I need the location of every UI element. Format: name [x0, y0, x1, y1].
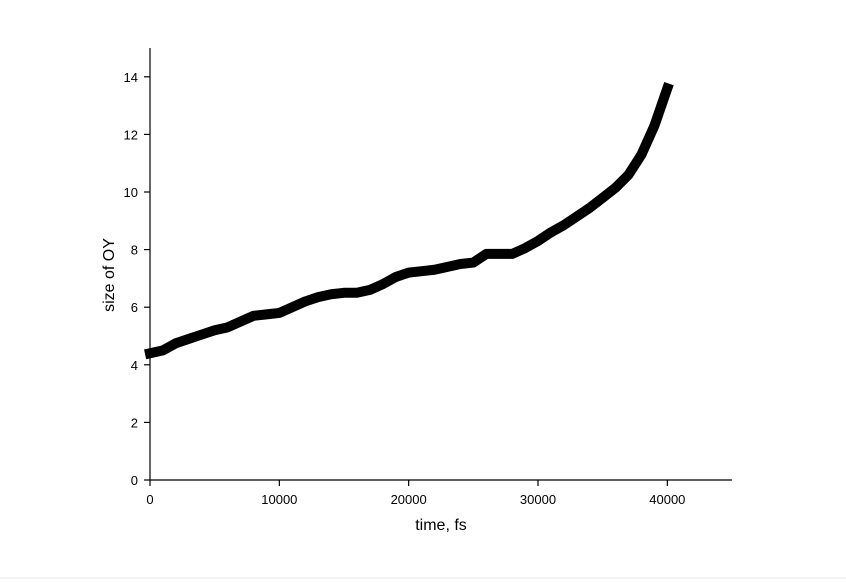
y-axis-label: size of OY [101, 238, 118, 312]
y-tick-label: 4 [131, 358, 138, 373]
x-tick-label: 30000 [520, 492, 556, 507]
x-tick-label: 0 [146, 492, 153, 507]
y-tick-label: 6 [131, 300, 138, 315]
x-tick-label: 20000 [391, 492, 427, 507]
y-tick-label: 10 [124, 185, 138, 200]
data-line [144, 81, 674, 360]
y-tick-label: 12 [124, 127, 138, 142]
x-tick-label: 10000 [261, 492, 297, 507]
y-tick-label: 14 [124, 70, 138, 85]
y-tick-label: 8 [131, 243, 138, 258]
y-tick-label: 0 [131, 473, 138, 488]
x-axis-label: time, fs [415, 517, 467, 534]
x-tick-label: 40000 [649, 492, 685, 507]
y-tick-label: 2 [131, 415, 138, 430]
